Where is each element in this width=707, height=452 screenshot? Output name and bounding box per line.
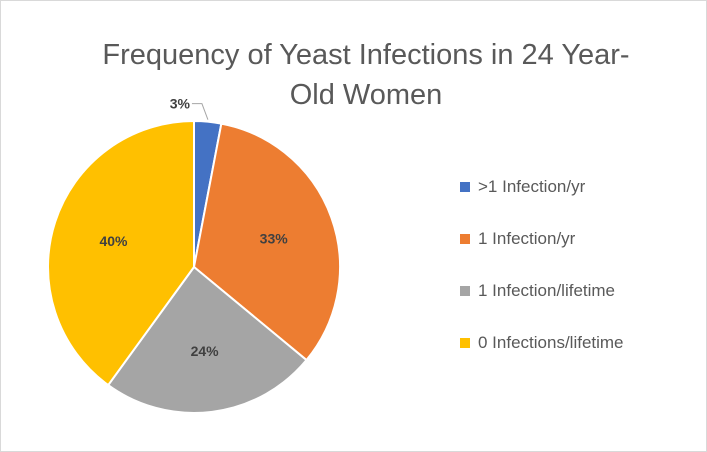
- chart-title-line-2: Old Women: [289, 79, 443, 111]
- slice-label-1-per-lifetime: 24%: [191, 343, 220, 359]
- legend-item-0-per-lifetime: 0 Infections/lifetime: [460, 317, 624, 369]
- legend-label: 0 Infections/lifetime: [478, 333, 624, 352]
- pie-slice-1-per-yr: [192, 122, 341, 362]
- leader-line-gt1-per-yr: [191, 103, 209, 120]
- legend-label: 1 Infection/yr: [478, 229, 576, 248]
- legend-label: 1 Infection/lifetime: [478, 281, 616, 300]
- legend-item-gt1-per-yr: >1 Infection/yr: [460, 161, 624, 213]
- legend-swatch: [460, 234, 470, 244]
- pie-slices: [47, 119, 341, 414]
- legend-swatch: [460, 338, 470, 348]
- legend-item-1-per-lifetime: 1 Infection/lifetime: [460, 265, 624, 317]
- legend-label: >1 Infection/yr: [478, 177, 586, 196]
- slice-label-0-per-lifetime: 40%: [99, 233, 128, 249]
- pie-slice-0-per-lifetime: [47, 119, 195, 387]
- legend-swatch: [460, 286, 470, 296]
- slice-label-gt1-per-yr: 3%: [170, 96, 191, 112]
- pie-slice-1-per-lifetime: [106, 265, 308, 414]
- chart-title: Frequency of Yeast Infections in 24 Year…: [71, 35, 661, 115]
- legend: >1 Infection/yr 1 Infection/yr 1 Infection…: [460, 161, 624, 369]
- slice-label-1-per-yr: 33%: [260, 230, 289, 246]
- legend-item-1-per-yr: 1 Infection/yr: [460, 213, 624, 265]
- legend-swatch: [460, 182, 470, 192]
- pie-labels: 3% 33% 24% 40%: [99, 96, 288, 359]
- chart-title-line-1: Frequency of Yeast Infections in 24 Year…: [102, 39, 630, 71]
